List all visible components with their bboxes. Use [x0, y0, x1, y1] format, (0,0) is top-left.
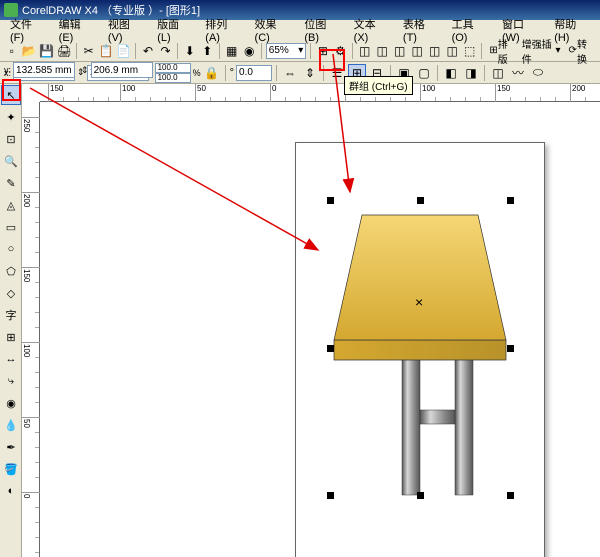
new-icon[interactable]: ▫ — [4, 42, 20, 60]
freehand-tool-icon[interactable]: ✎ — [1, 173, 21, 193]
ruler-vertical: 250200150100500 — [22, 102, 40, 557]
selection-handle[interactable] — [417, 197, 424, 204]
canvas[interactable]: × — [40, 102, 600, 557]
rectangle-tool-icon[interactable]: ▭ — [1, 217, 21, 237]
export-icon[interactable]: ⬆ — [200, 42, 216, 60]
paste-icon[interactable]: 📄 — [116, 42, 132, 60]
polygon-tool-icon[interactable]: ⬠ — [1, 261, 21, 281]
connector-tool-icon[interactable]: ⤷ — [1, 371, 21, 391]
h-input[interactable] — [91, 62, 153, 78]
print-icon[interactable]: 🖨 — [57, 42, 73, 60]
convert-curves-icon[interactable]: 〰 — [509, 64, 527, 82]
p4-icon[interactable]: ◫ — [409, 42, 425, 60]
zoom-tool-icon[interactable]: 🔍 — [1, 151, 21, 171]
zoom-dropdown[interactable]: 65% ▾ — [266, 43, 306, 59]
undo-icon[interactable]: ↶ — [140, 42, 156, 60]
smart-fill-icon[interactable]: ◬ — [1, 195, 21, 215]
interactive-fill-icon[interactable]: ◐ — [1, 481, 21, 501]
outline-tool-icon[interactable]: ✒ — [1, 437, 21, 457]
table-drawing[interactable] — [330, 200, 510, 495]
snap-icon[interactable]: ⊞ — [315, 42, 331, 60]
selection-handle[interactable] — [327, 197, 334, 204]
text-tool-icon[interactable]: 字 — [1, 305, 21, 325]
fill-tool-icon[interactable]: 🪣 — [1, 459, 21, 479]
combine-icon[interactable]: ◧ — [442, 64, 460, 82]
options-icon[interactable]: ⚙ — [333, 42, 349, 60]
shape-tool-icon[interactable]: ✦ — [1, 107, 21, 127]
selection-handle[interactable] — [507, 345, 514, 352]
redo-icon[interactable]: ↷ — [158, 42, 174, 60]
mirror-v-icon[interactable]: ⇕ — [301, 64, 319, 82]
ruler-horizontal: 15010050050100150200 — [40, 84, 600, 102]
lock-ratio-icon[interactable]: 🔒 — [203, 64, 221, 82]
selection-handle[interactable] — [327, 345, 334, 352]
angle-input[interactable] — [236, 65, 272, 81]
selection-center-mark: × — [415, 294, 423, 310]
tooltip: 群组 (Ctrl+G) — [344, 76, 413, 95]
import-icon[interactable]: ⬇ — [182, 42, 198, 60]
selection-handle[interactable] — [417, 492, 424, 499]
break-icon[interactable]: ◨ — [462, 64, 480, 82]
p3-icon[interactable]: ◫ — [392, 42, 408, 60]
open-icon[interactable]: 📂 — [22, 42, 38, 60]
dimension-tool-icon[interactable]: ↔ — [1, 349, 21, 369]
app-launcher-icon[interactable]: ▦ — [224, 42, 240, 60]
p5-icon[interactable]: ◫ — [427, 42, 443, 60]
sx-input[interactable] — [155, 63, 191, 73]
toolbar-main: ▫ 📂 💾 🖨 ✂ 📋 📄 ↶ ↷ ⬇ ⬆ ▦ ◉ 65% ▾ ⊞ ⚙ ◫ ◫ … — [0, 40, 600, 62]
sy-input[interactable] — [155, 73, 191, 83]
ellipse-tool-icon[interactable]: ○ — [1, 239, 21, 259]
welcome-icon[interactable]: ◉ — [241, 42, 257, 60]
pct-label: % — [193, 68, 201, 78]
pick-tool-icon[interactable]: ↖ — [1, 85, 21, 105]
crop-tool-icon[interactable]: ⊡ — [1, 129, 21, 149]
convert-btn[interactable]: ⟳转换 — [566, 42, 596, 60]
y-input[interactable] — [13, 62, 75, 78]
angle-label: ° — [230, 67, 234, 79]
cut-icon[interactable]: ✂ — [81, 42, 97, 60]
templates-btn[interactable]: ⊞排版 — [486, 42, 516, 60]
selection-handle[interactable] — [327, 492, 334, 499]
wrap-icon[interactable]: ◫ — [489, 64, 507, 82]
p2-icon[interactable]: ◫ — [374, 42, 390, 60]
selection-handle[interactable] — [507, 197, 514, 204]
copy-icon[interactable]: 📋 — [98, 42, 114, 60]
basic-shapes-icon[interactable]: ◇ — [1, 283, 21, 303]
p7-icon[interactable]: ⬚ — [462, 42, 478, 60]
eyedropper-icon[interactable]: 💧 — [1, 415, 21, 435]
p6-icon[interactable]: ◫ — [444, 42, 460, 60]
blend-tool-icon[interactable]: ◉ — [1, 393, 21, 413]
plugins-btn[interactable]: 增强插件 ▾ — [519, 42, 564, 60]
selection-handle[interactable] — [507, 492, 514, 499]
workspace: 15010050050100150200 250200150100500 — [22, 84, 600, 557]
toolbox: ↖ ✦ ⊡ 🔍 ✎ ◬ ▭ ○ ⬠ ◇ 字 ⊞ ↔ ⤷ ◉ 💧 ✒ 🪣 ◐ — [0, 84, 22, 557]
y-label: y: — [4, 65, 11, 75]
table-tool-icon[interactable]: ⊞ — [1, 327, 21, 347]
outline-icon[interactable]: ⬭ — [529, 64, 547, 82]
to-back-icon[interactable]: ▢ — [415, 64, 433, 82]
mirror-h-icon[interactable]: ⇔ — [281, 64, 299, 82]
p1-icon[interactable]: ◫ — [357, 42, 373, 60]
save-icon[interactable]: 💾 — [39, 42, 55, 60]
